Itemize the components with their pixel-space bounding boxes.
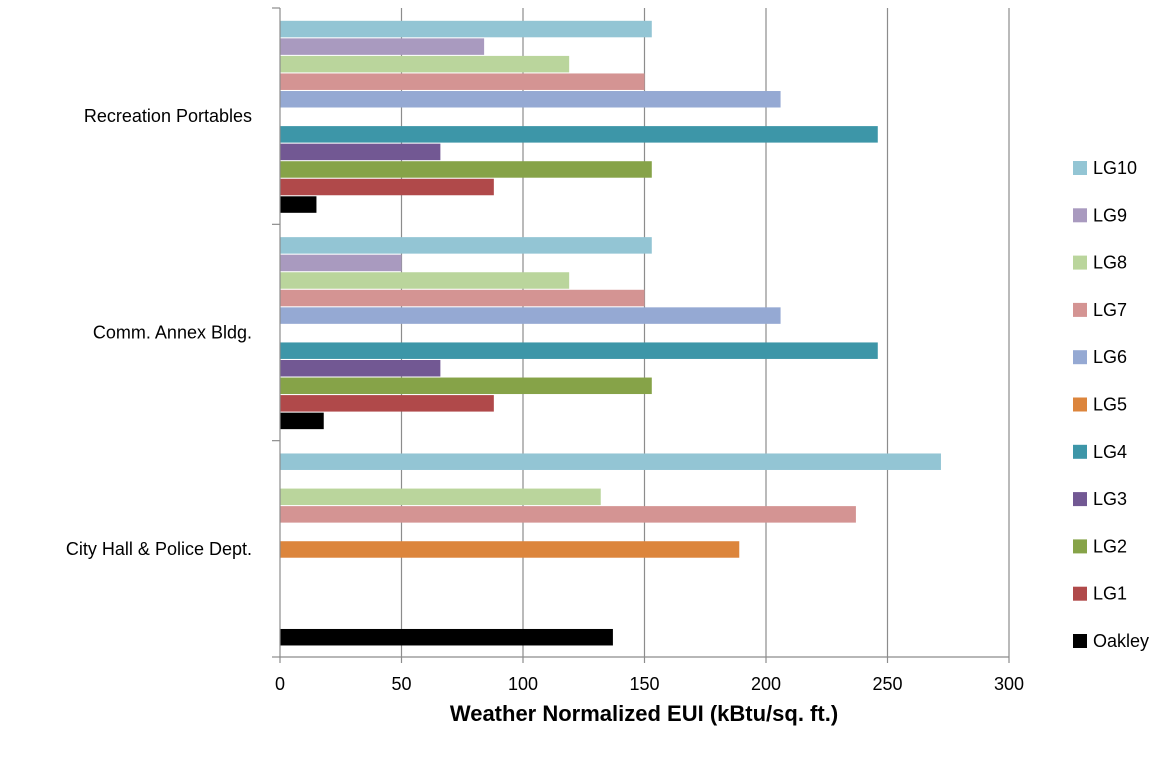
legend-label: LG4	[1093, 442, 1127, 462]
bar	[280, 395, 494, 412]
legend-swatch	[1073, 492, 1087, 507]
legend-label: Oakley	[1093, 631, 1149, 651]
bar	[280, 91, 781, 108]
x-axis-title: Weather Normalized EUI (kBtu/sq. ft.)	[450, 701, 838, 726]
bar	[280, 628, 613, 646]
x-tick-label: 100	[508, 674, 538, 694]
legend-label: LG1	[1093, 584, 1127, 604]
x-tick-label: 50	[391, 674, 411, 694]
bar	[280, 196, 317, 213]
bar	[280, 541, 740, 558]
category-label: Comm. Annex Bldg.	[93, 323, 252, 343]
legend-swatch	[1073, 444, 1087, 459]
legend-swatch	[1073, 634, 1087, 648]
x-tick-label: 0	[275, 674, 285, 694]
bars-layer	[280, 20, 941, 646]
bar	[280, 307, 781, 324]
legend-swatch	[1073, 161, 1087, 175]
x-tick-label: 300	[994, 674, 1024, 694]
bar	[280, 126, 878, 143]
bar	[280, 377, 652, 395]
bar	[280, 178, 494, 196]
bar	[280, 38, 485, 55]
legend-label: LG7	[1093, 300, 1127, 320]
legend-swatch	[1073, 208, 1087, 223]
x-tick-label: 150	[629, 674, 659, 694]
legend-layer: LG10 LG9 LG8 LG7 LG6 LG5 LG4 LG3 LG2 LG1 Oakley	[1073, 158, 1149, 651]
bar	[280, 488, 601, 506]
legend-label: LG8	[1093, 253, 1127, 273]
bar	[280, 254, 402, 272]
bar	[280, 453, 941, 470]
x-tick-label: 250	[872, 674, 902, 694]
legend-label: LG2	[1093, 536, 1127, 556]
bar	[280, 237, 652, 254]
legend-swatch	[1073, 397, 1087, 412]
bar	[280, 359, 441, 377]
legend-label: LG3	[1093, 489, 1127, 509]
bar	[280, 412, 324, 430]
legend-swatch	[1073, 255, 1087, 270]
bar	[280, 506, 856, 523]
bar	[280, 143, 441, 161]
category-label: City Hall & Police Dept.	[66, 539, 252, 559]
legend-label: LG5	[1093, 395, 1127, 415]
bar	[280, 73, 645, 90]
legend-label: LG10	[1093, 158, 1137, 178]
legend-swatch	[1073, 586, 1087, 601]
legend-label: LG9	[1093, 205, 1127, 225]
legend-label: LG6	[1093, 347, 1127, 367]
bar	[280, 55, 570, 73]
legend-swatch	[1073, 350, 1087, 365]
x-tick-label: 200	[751, 674, 781, 694]
axis-layer: City Hall & Police Dept. Comm. Annex Bldg…	[66, 7, 1024, 694]
bar	[280, 289, 645, 307]
bar	[280, 272, 570, 289]
legend-swatch	[1073, 539, 1087, 554]
legend-swatch	[1073, 302, 1087, 317]
bar	[280, 20, 652, 38]
category-label: Recreation Portables	[84, 106, 252, 126]
bar	[280, 342, 878, 359]
bar	[280, 161, 652, 178]
